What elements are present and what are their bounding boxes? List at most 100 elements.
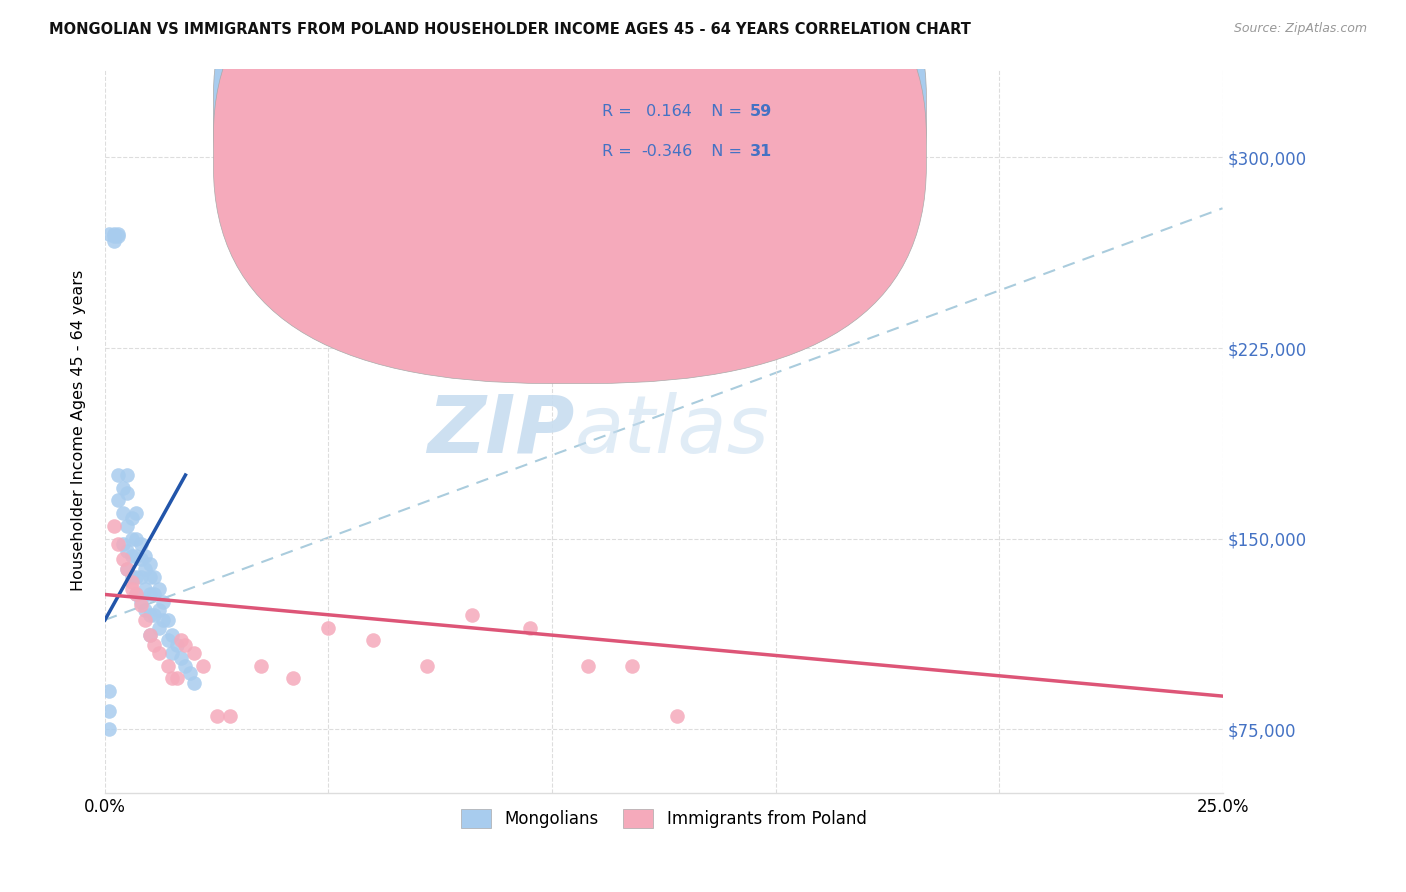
Point [160,671,183,685]
Point [205,709,228,723]
Point [103,229,125,244]
Point [107,227,129,241]
Point [111,506,134,520]
Point [143,587,166,601]
Point [138,628,160,642]
Point [103,235,125,249]
Point [143,638,166,652]
Point [129,570,152,584]
Point [134,603,156,617]
Point [121,532,143,546]
Text: 59: 59 [749,103,772,119]
Point [121,511,143,525]
Point [148,646,170,660]
Point [174,638,197,652]
Point [121,582,143,597]
Point [148,603,170,617]
Point [117,562,139,576]
FancyBboxPatch shape [214,0,927,384]
Point [98,722,121,736]
Point [148,582,170,597]
Point [166,638,188,652]
Point [166,671,188,685]
Text: R =: R = [602,144,637,159]
Point [160,646,183,660]
Text: N =: N = [700,144,747,159]
Point [138,587,160,601]
Point [318,620,340,634]
Point [125,570,148,584]
Point [107,229,129,244]
Text: N =: N = [700,103,747,119]
Point [160,628,183,642]
Text: MONGOLIAN VS IMMIGRANTS FROM POLAND HOUSEHOLDER INCOME AGES 45 - 64 YEARS CORREL: MONGOLIAN VS IMMIGRANTS FROM POLAND HOUS… [49,22,972,37]
Point [125,587,148,601]
Text: R =: R = [602,103,637,119]
Text: 0.164: 0.164 [641,103,692,119]
Point [416,658,439,673]
Point [179,666,201,681]
Point [143,570,166,584]
Point [281,671,304,685]
Point [219,709,242,723]
Point [111,536,134,550]
Point [183,676,205,690]
Point [183,646,205,660]
Point [103,227,125,241]
Point [117,519,139,533]
Point [125,506,148,520]
Point [156,633,179,648]
Point [98,227,121,241]
Point [170,633,193,648]
Point [138,628,160,642]
Point [138,607,160,622]
Text: Source: ZipAtlas.com: Source: ZipAtlas.com [1233,22,1367,36]
Point [107,468,129,483]
Text: ZIP: ZIP [427,392,575,469]
Point [129,552,152,566]
Point [460,607,482,622]
Point [143,607,166,622]
Point [152,595,174,609]
Text: atlas: atlas [575,392,769,469]
Point [111,552,134,566]
Point [519,620,541,634]
Point [134,613,156,627]
Point [103,519,125,533]
Point [107,493,129,508]
Point [156,658,179,673]
Point [156,613,179,627]
Point [152,811,174,825]
Point [117,562,139,576]
Point [174,658,197,673]
Point [117,544,139,558]
Point [152,613,174,627]
Point [666,709,689,723]
Point [621,658,644,673]
Point [138,557,160,571]
Point [250,658,273,673]
Point [129,595,152,609]
Point [576,658,599,673]
Text: -0.346: -0.346 [641,144,693,159]
Point [148,620,170,634]
Point [117,486,139,500]
Point [134,549,156,564]
Point [125,549,148,564]
Point [134,562,156,576]
Point [98,684,121,698]
FancyBboxPatch shape [524,76,808,188]
Point [121,574,143,589]
Point [138,570,160,584]
Point [111,481,134,495]
Point [98,704,121,718]
Point [107,536,129,550]
Point [170,651,193,665]
Point [121,570,143,584]
Point [129,598,152,612]
Point [117,468,139,483]
Point [121,549,143,564]
Point [193,658,215,673]
Legend: Mongolians, Immigrants from Poland: Mongolians, Immigrants from Poland [454,803,873,835]
FancyBboxPatch shape [214,0,927,343]
